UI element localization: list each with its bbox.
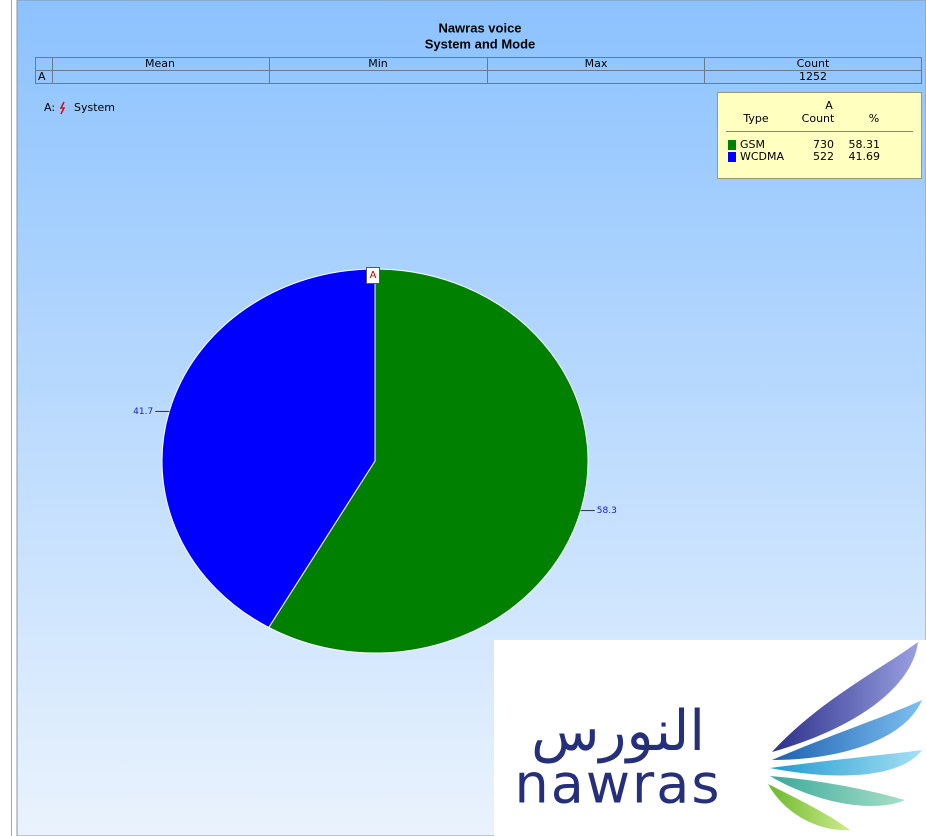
legend-header: % <box>869 112 879 125</box>
column-header: Count <box>797 57 830 70</box>
legend-type: GSM <box>740 138 765 151</box>
row-label: A <box>38 70 46 83</box>
chart-title: Nawras voice <box>438 20 521 35</box>
logo: النورس nawras <box>494 640 926 836</box>
logo-wave <box>772 642 918 752</box>
value-label: 58.3 <box>597 506 617 516</box>
logo-wave <box>768 784 850 831</box>
legend-header: Type <box>742 112 768 125</box>
logo-wave <box>772 700 922 760</box>
legend-type: WCDMA <box>740 150 785 163</box>
legend-percent: 41.69 <box>849 150 881 163</box>
legend-count: 730 <box>813 138 834 151</box>
legend-swatch <box>728 140 736 150</box>
count-cell: 1252 <box>799 70 827 83</box>
legend-box <box>717 92 922 179</box>
stats-table: Mean Min Max Count A 1252 <box>35 57 922 84</box>
series-name: System <box>74 101 115 114</box>
series-marker-label: A <box>370 270 377 281</box>
column-header: Mean <box>145 57 175 70</box>
logo-arabic: النورس <box>531 699 705 764</box>
legend-count: 522 <box>813 150 834 163</box>
series-marker <box>366 267 380 284</box>
chart-subtitle: System and Mode <box>425 36 536 51</box>
pie-slice <box>161 268 376 629</box>
logo-latin: nawras <box>515 753 722 816</box>
legend-swatch <box>728 152 736 162</box>
legend-header: Count <box>802 112 835 125</box>
legend: A Type Count % <box>717 92 922 179</box>
logo-wave <box>770 750 922 776</box>
value-label: 41.7 <box>133 407 153 417</box>
column-header: Min <box>368 57 388 70</box>
legend-percent: 58.31 <box>849 138 881 151</box>
series-icon <box>59 101 66 115</box>
column-header: Max <box>585 57 608 70</box>
logo-wave <box>770 776 905 807</box>
pie-slice <box>268 268 589 654</box>
legend-group: A <box>825 99 833 112</box>
series-label: A: <box>44 101 55 114</box>
